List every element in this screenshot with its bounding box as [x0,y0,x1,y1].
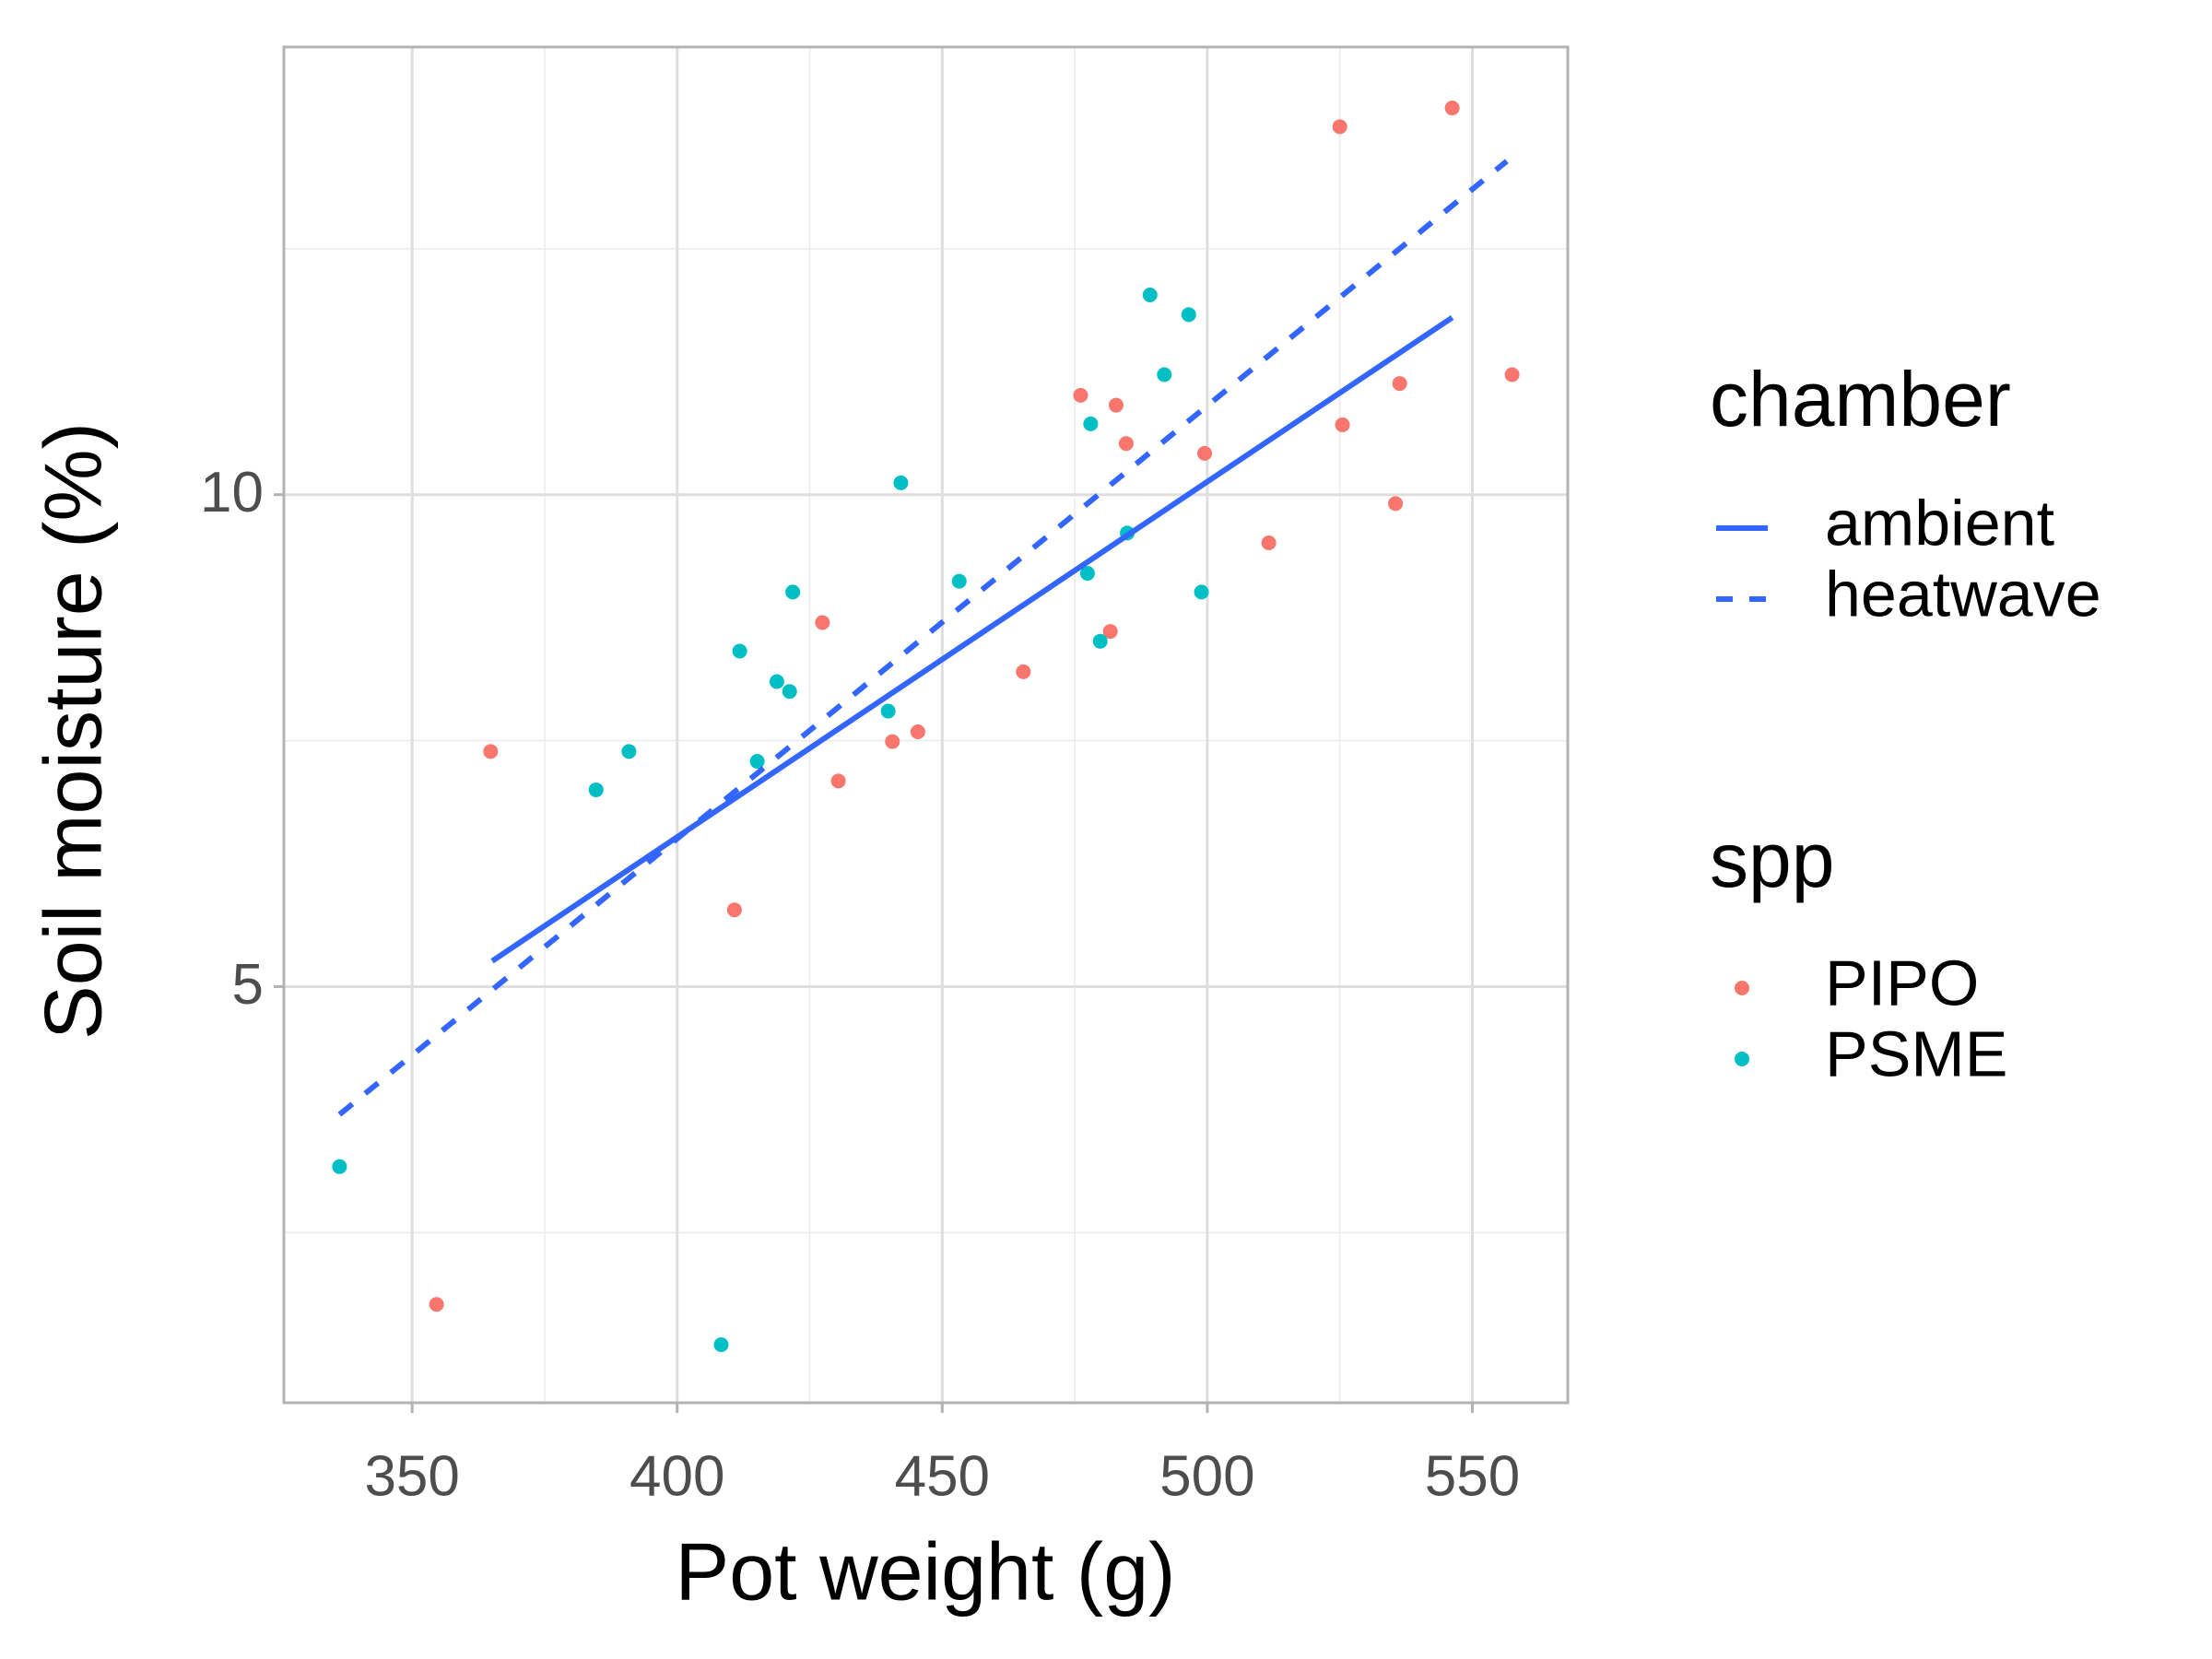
x-axis-title: Pot weight (g) [676,1525,1176,1617]
panel-border [282,45,1570,1405]
point [1157,367,1172,382]
point [1073,387,1088,403]
point [782,684,797,700]
legend-title: spp [1710,817,1834,903]
point [1079,566,1095,582]
legend-label: PSME [1825,1018,2007,1089]
y-axis-title: Soil moisture (%) [27,422,118,1040]
point [726,902,742,918]
point [893,475,909,490]
point [621,744,637,759]
point [1016,664,1031,679]
point [785,584,801,600]
legend-label: PIPO [1825,947,1979,1018]
point [1102,624,1118,640]
point [1444,100,1460,116]
x-tick-label: 550 [1425,1444,1520,1508]
plot-panel [284,47,1568,1403]
point [910,724,925,739]
point [332,1159,347,1174]
point [951,573,967,589]
x-tick-label: 350 [364,1444,459,1508]
point [1197,445,1213,461]
point [769,674,784,689]
point [1392,376,1407,392]
point [1142,288,1158,303]
point [880,703,896,719]
x-tick-label: 450 [895,1444,990,1508]
point [1261,535,1277,551]
point [713,1337,729,1353]
y-tick-label: 5 [232,953,264,1017]
legend-title: chamber [1710,356,2011,442]
legend-label: heatwave [1825,558,2101,629]
legend-key [1735,981,1749,995]
point [588,782,604,797]
point [749,753,765,769]
point [1335,417,1350,432]
point [1504,367,1520,382]
point [732,643,747,659]
point [483,744,499,759]
legend-key [1735,1052,1749,1066]
trend-line [490,315,1454,964]
point [1083,416,1099,431]
point [830,773,846,789]
point [815,615,830,630]
legend-label: ambient [1825,487,2054,559]
y-tick-label: 10 [200,461,264,524]
point [1108,397,1124,413]
point [1332,119,1347,135]
point [885,734,900,749]
x-tick-label: 400 [629,1444,724,1508]
x-tick-label: 500 [1159,1444,1254,1508]
point [1092,633,1108,649]
point [1181,307,1196,323]
point [1388,496,1404,512]
point [1118,436,1134,452]
point [429,1297,444,1312]
point [1194,584,1209,600]
